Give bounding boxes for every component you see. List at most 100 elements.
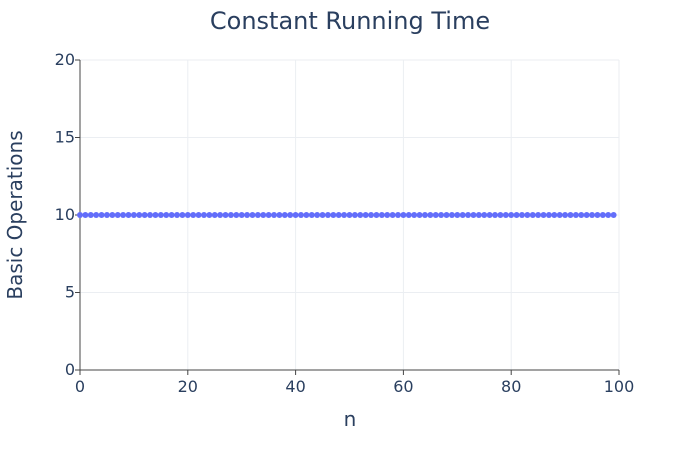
- data-point: [319, 212, 326, 218]
- data-point: [508, 212, 515, 218]
- x-tick-label: 100: [604, 377, 635, 396]
- data-point: [222, 212, 229, 218]
- data-point: [384, 212, 391, 218]
- data-point: [120, 212, 127, 218]
- data-point: [254, 212, 261, 218]
- data-point: [470, 212, 477, 218]
- data-point: [335, 212, 342, 218]
- data-point: [93, 212, 100, 218]
- data-point: [411, 212, 418, 218]
- y-tick-label: 5: [65, 283, 75, 302]
- data-point: [152, 212, 159, 218]
- data-point: [405, 212, 412, 218]
- data-point: [114, 212, 121, 218]
- data-point: [206, 212, 213, 218]
- data-point: [200, 212, 207, 218]
- tick-labels: 0 20 40 60 80 100 0 5 10 15 20: [55, 50, 635, 396]
- y-axis-title: Basic Operations: [3, 130, 27, 299]
- data-point: [308, 212, 315, 218]
- data-point: [227, 212, 234, 218]
- data-point: [389, 212, 396, 218]
- data-point: [432, 212, 439, 218]
- data-point: [605, 212, 612, 218]
- data-point: [373, 212, 380, 218]
- data-point: [341, 212, 348, 218]
- y-tick-label: 0: [65, 360, 75, 379]
- data-point: [475, 212, 482, 218]
- data-point: [276, 212, 283, 218]
- data-point: [184, 212, 191, 218]
- data-point: [136, 212, 143, 218]
- data-point: [567, 212, 574, 218]
- data-point: [292, 212, 299, 218]
- data-point: [109, 212, 116, 218]
- data-point: [157, 212, 164, 218]
- data-point: [260, 212, 267, 218]
- y-tick-label: 15: [55, 128, 75, 147]
- data-point: [524, 212, 531, 218]
- data-point: [583, 212, 590, 218]
- data-point: [443, 212, 450, 218]
- x-tick-label: 40: [285, 377, 305, 396]
- data-point: [459, 212, 466, 218]
- data-point: [481, 212, 488, 218]
- data-point: [190, 212, 197, 218]
- data-point: [357, 212, 364, 218]
- data-point: [351, 212, 358, 218]
- data-point: [330, 212, 337, 218]
- data-point: [217, 212, 224, 218]
- data-point: [395, 212, 402, 218]
- data-point: [103, 212, 110, 218]
- data-point: [244, 212, 251, 218]
- data-point: [610, 212, 617, 218]
- data-point: [540, 212, 547, 218]
- data-point: [98, 212, 105, 218]
- data-point: [599, 212, 606, 218]
- data-point: [287, 212, 294, 218]
- data-point: [125, 212, 132, 218]
- data-point: [427, 212, 434, 218]
- data-point: [400, 212, 407, 218]
- data-point: [314, 212, 321, 218]
- data-point: [421, 212, 428, 218]
- data-point: [535, 212, 542, 218]
- data-point: [87, 212, 94, 218]
- data-point: [454, 212, 461, 218]
- data-point: [179, 212, 186, 218]
- data-point: [249, 212, 256, 218]
- x-tick-label: 20: [178, 377, 198, 396]
- data-point: [233, 212, 240, 218]
- data-point: [465, 212, 472, 218]
- y-tick-label: 20: [55, 50, 75, 69]
- data-point: [303, 212, 310, 218]
- data-point: [438, 212, 445, 218]
- data-point: [324, 212, 331, 218]
- data-point: [346, 212, 353, 218]
- data-point: [492, 212, 499, 218]
- data-point: [502, 212, 509, 218]
- chart-title: Constant Running Time: [210, 7, 490, 35]
- data-point: [77, 212, 83, 218]
- data-point: [416, 212, 423, 218]
- data-point: [147, 212, 154, 218]
- data-point: [486, 212, 493, 218]
- data-point: [594, 212, 601, 218]
- data-point: [163, 212, 170, 218]
- data-point: [297, 212, 304, 218]
- data-point: [562, 212, 569, 218]
- data-point: [211, 212, 218, 218]
- data-point: [362, 212, 369, 218]
- data-point: [518, 212, 525, 218]
- data-point: [82, 212, 89, 218]
- data-point: [141, 212, 148, 218]
- data-point: [545, 212, 552, 218]
- x-tick-label: 60: [393, 377, 413, 396]
- data-point: [497, 212, 504, 218]
- data-point: [556, 212, 563, 218]
- x-axis-title: n: [344, 407, 357, 431]
- data-points: [77, 212, 617, 218]
- data-point: [529, 212, 536, 218]
- data-point: [130, 212, 137, 218]
